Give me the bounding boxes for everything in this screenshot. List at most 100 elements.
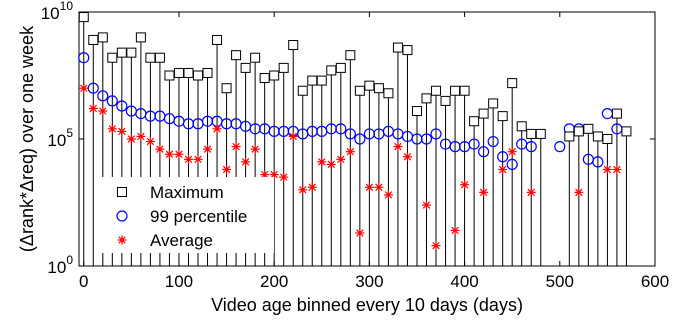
point-average (174, 149, 184, 159)
asterisk-stroke (508, 147, 516, 156)
point-maximum (278, 62, 289, 73)
point-99-percentile (487, 135, 499, 148)
point-average (326, 159, 336, 169)
point-average (107, 124, 117, 134)
point-average (574, 187, 584, 197)
y-tick-label: 1010 (41, 0, 74, 23)
point-maximum (450, 85, 461, 96)
asterisk-stroke (203, 145, 212, 153)
point-maximum (354, 85, 365, 96)
legend-label-average: Average (150, 231, 213, 250)
asterisk-stroke (394, 142, 402, 151)
point-99-percentile (497, 151, 509, 163)
point-99-percentile (601, 107, 613, 120)
asterisk-stroke (137, 132, 145, 141)
point-99-percentile (554, 141, 566, 153)
point-99-percentile (354, 133, 366, 145)
point-average (88, 104, 98, 114)
asterisk-stroke (184, 155, 193, 164)
asterisk-stroke (498, 165, 507, 174)
point-average (402, 152, 412, 162)
asterisk-stroke (299, 186, 307, 194)
point-average (98, 106, 108, 116)
asterisk-stroke (118, 236, 126, 244)
point-maximum (202, 67, 213, 78)
point-average (498, 164, 508, 174)
asterisk-stroke (260, 170, 269, 179)
asterisk-stroke (356, 229, 364, 237)
point-maximum (516, 121, 527, 132)
point-average (250, 144, 260, 154)
y-axis-title: (Δrank*Δreq) over one week (17, 25, 37, 252)
asterisk-stroke (279, 173, 288, 181)
asterisk-stroke (613, 165, 621, 174)
point-99-percentile (468, 138, 480, 150)
asterisk-stroke (460, 180, 469, 189)
point-maximum (126, 47, 137, 58)
point-maximum (411, 106, 422, 117)
asterisk-stroke (375, 183, 383, 191)
y-tick-label: 105 (47, 126, 73, 150)
legend-marker-maximum (117, 187, 127, 197)
point-average (431, 241, 441, 251)
point-99-percentile (335, 123, 347, 135)
point-maximum (526, 128, 537, 139)
point-average (612, 164, 622, 174)
point-99-percentile (106, 95, 118, 107)
point-maximum (154, 52, 165, 63)
point-average (393, 142, 403, 152)
legend-label-99-percentile: 99 percentile (150, 207, 247, 226)
asterisk-stroke (346, 147, 355, 156)
point-maximum (402, 45, 413, 56)
asterisk-stroke (451, 226, 459, 235)
point-maximum (164, 70, 175, 81)
asterisk-stroke (289, 132, 297, 141)
point-maximum (88, 34, 99, 45)
asterisk-stroke (308, 183, 316, 191)
point-maximum (392, 42, 403, 53)
point-average (155, 144, 165, 154)
point-maximum (440, 95, 451, 106)
asterisk-stroke (127, 135, 136, 143)
point-maximum (611, 108, 622, 119)
x-tick-label: 500 (546, 272, 574, 291)
point-average (364, 182, 374, 192)
point-maximum (469, 116, 480, 127)
x-tick-label: 400 (450, 272, 478, 291)
point-maximum (326, 65, 337, 76)
point-maximum (459, 85, 470, 96)
point-maximum (478, 108, 489, 119)
point-maximum (564, 131, 575, 142)
point-99-percentile (420, 133, 433, 145)
asterisk-stroke (99, 107, 107, 115)
point-99-percentile (344, 128, 356, 140)
point-maximum (259, 73, 270, 84)
point-maximum (297, 85, 308, 96)
point-average (298, 185, 308, 195)
point-maximum (316, 75, 327, 86)
point-average (164, 149, 174, 159)
point-maximum (212, 34, 223, 45)
point-maximum (78, 12, 89, 23)
point-maximum (97, 32, 108, 43)
x-tick-label: 200 (260, 272, 288, 291)
point-maximum (307, 75, 318, 86)
point-maximum (621, 126, 632, 137)
point-maximum (383, 88, 394, 99)
point-average (336, 154, 346, 164)
point-maximum (583, 123, 594, 134)
asterisk-stroke (337, 155, 345, 164)
x-tick-label: 600 (641, 272, 669, 291)
asterisk-stroke (232, 142, 240, 151)
asterisk-stroke (603, 165, 612, 174)
point-average (355, 228, 365, 238)
asterisk-stroke (118, 127, 126, 136)
point-99-percentile (430, 128, 442, 140)
point-maximum (335, 62, 346, 73)
point-average (222, 164, 232, 174)
point-average (345, 147, 355, 157)
legend: Maximum 99 percentile Average (96, 177, 274, 253)
asterisk-stroke (527, 188, 535, 197)
asterisk-stroke (479, 188, 488, 197)
